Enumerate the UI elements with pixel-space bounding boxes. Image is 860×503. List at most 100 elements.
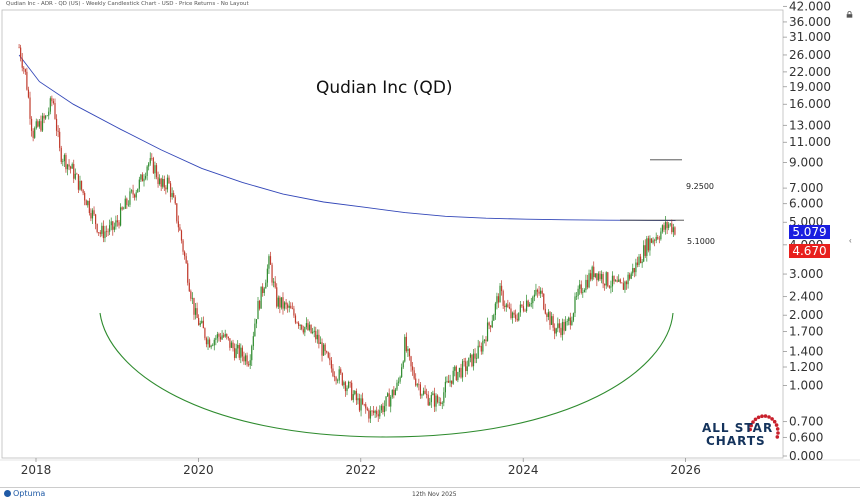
candle-body: [672, 227, 674, 233]
candle-body: [290, 305, 292, 309]
candle-body: [493, 315, 495, 321]
candle-body: [397, 381, 400, 383]
candle-body: [407, 348, 409, 351]
saucer-arc: [99, 312, 674, 438]
candle-body: [304, 327, 306, 333]
axes-layer: 2018202020222024202657.00049.00042.00036…: [21, 0, 831, 477]
candle-body: [248, 364, 250, 366]
candle-body: [226, 333, 228, 337]
candle-body: [530, 303, 532, 305]
candle-body: [607, 272, 609, 287]
candle-body: [343, 382, 345, 386]
y-tick-label: 42.000: [789, 0, 831, 13]
candle-body: [385, 396, 387, 407]
candle-body: [657, 236, 659, 239]
candle-body: [262, 286, 264, 293]
candle-body: [429, 402, 431, 406]
candle-body: [338, 369, 340, 381]
candle-body: [504, 305, 506, 308]
candle-body: [335, 377, 337, 381]
candle-body: [583, 290, 585, 293]
candle-body: [418, 384, 420, 385]
candle-body: [591, 266, 593, 280]
candle-body: [422, 390, 425, 395]
candle-body: [541, 290, 543, 294]
candle-body: [460, 367, 462, 378]
candle-body: [305, 323, 308, 328]
candle-body: [569, 317, 571, 326]
candle-body: [624, 281, 626, 290]
lock-icon[interactable]: [846, 11, 853, 18]
candle-body: [366, 408, 368, 411]
candle-body: [661, 225, 664, 232]
candle-body: [494, 303, 496, 316]
candle-body: [319, 342, 322, 344]
candle-body: [46, 115, 48, 117]
candle-body: [171, 193, 173, 197]
candle-body: [522, 306, 525, 311]
candle-body: [519, 304, 521, 313]
y-tick-label: 13.000: [789, 118, 831, 132]
candle-body: [396, 382, 398, 390]
candle-body: [330, 360, 332, 369]
candle-body: [94, 214, 97, 224]
y-tick-label: 19.000: [789, 80, 831, 94]
candle-body: [582, 292, 584, 293]
candle-body: [27, 89, 30, 98]
candle-body: [588, 273, 590, 288]
candle-body: [340, 369, 342, 374]
candle-body: [73, 164, 75, 179]
candle-body: [52, 101, 55, 104]
x-tick-label-2020: 2020: [183, 463, 214, 477]
candle-body: [550, 316, 553, 325]
logo-star: [760, 414, 764, 418]
y-tick-label: 6.000: [789, 197, 823, 211]
candle-body: [671, 223, 673, 233]
candle-body: [187, 263, 189, 283]
candle-body: [571, 320, 573, 326]
optuma-brand: Optuma: [13, 489, 46, 498]
candle-body: [444, 381, 446, 393]
candle-body: [500, 285, 503, 292]
optuma-logo-icon: [4, 490, 11, 497]
candle-body: [663, 225, 665, 230]
logo-star: [753, 417, 758, 422]
candle-body: [507, 304, 509, 308]
candle-body: [310, 324, 312, 334]
candle-body: [594, 273, 596, 278]
candle-body: [566, 320, 568, 322]
candle-body: [521, 304, 523, 307]
y-tick-label: 1.400: [789, 344, 823, 358]
candle-body: [176, 203, 178, 222]
candle-body: [597, 273, 600, 281]
candle-body: [391, 389, 393, 397]
candle-body: [91, 210, 94, 219]
candle-body: [446, 380, 448, 382]
candle-body: [274, 281, 276, 288]
y-tick-label: 36.000: [789, 15, 831, 29]
candle-body: [515, 314, 517, 319]
candle-body: [154, 165, 156, 174]
candle-body: [93, 210, 95, 215]
candle-body: [246, 355, 248, 365]
candle-body: [312, 331, 314, 334]
y-tick-label: 11.000: [789, 135, 831, 149]
candle-body: [405, 336, 407, 351]
candle-body: [360, 398, 362, 411]
chevron-left-icon[interactable]: ‹: [849, 236, 852, 245]
candle-body: [471, 354, 473, 367]
candle-body: [585, 279, 587, 291]
candle-body: [223, 335, 225, 337]
candle-body: [401, 367, 403, 378]
candle-body: [433, 393, 436, 407]
candle-body: [533, 294, 535, 297]
logo-star: [749, 423, 753, 428]
candle-body: [107, 231, 109, 233]
candle-body: [652, 240, 654, 243]
candle-body: [632, 268, 634, 274]
candle-body: [438, 402, 440, 403]
candle-body: [540, 290, 542, 294]
candle-body: [605, 272, 607, 286]
candle-body: [629, 274, 631, 279]
candle-body: [491, 320, 493, 328]
